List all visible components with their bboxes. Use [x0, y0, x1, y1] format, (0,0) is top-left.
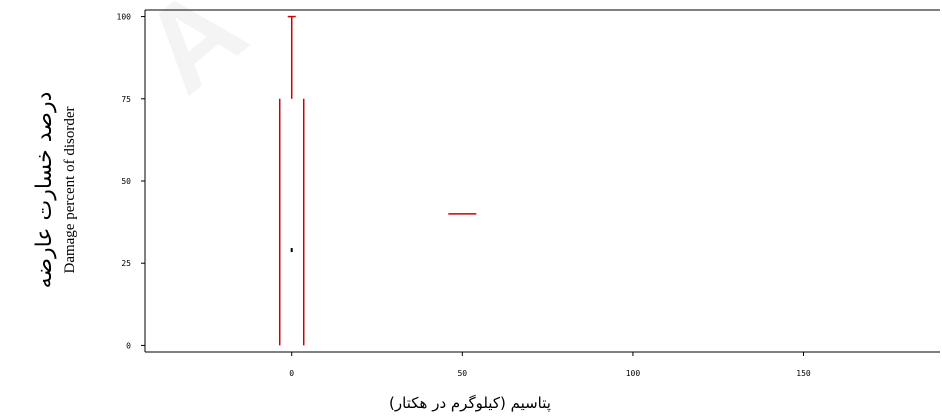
x-tick-label: 100	[626, 369, 641, 378]
y-tick-label: 25	[121, 259, 131, 268]
median-marker	[290, 248, 293, 253]
y-tick-label: 75	[121, 95, 131, 104]
y-axis-title-persian: درصد خسارت عارضه	[32, 91, 57, 289]
y-axis-title-english: Damage percent of disorder	[62, 106, 78, 274]
x-tick-label: 150	[796, 369, 811, 378]
axes	[144, 9, 940, 353]
x-tick-label: 0	[289, 369, 294, 378]
y-tick-label: 50	[121, 177, 131, 186]
y-tick-label: 0	[126, 341, 131, 350]
ticks: 0 25 50 75 100 0 50 100 150	[117, 13, 811, 378]
x-axis-title: پتاسیم (کیلوگرم در هکتار)	[389, 394, 551, 412]
boxplot-marks	[278, 15, 477, 346]
y-tick-label: 100	[117, 13, 132, 22]
y-axis-title: درصد خسارت عارضه Damage percent of disor…	[0, 0, 110, 418]
x-tick-label: 50	[457, 369, 467, 378]
